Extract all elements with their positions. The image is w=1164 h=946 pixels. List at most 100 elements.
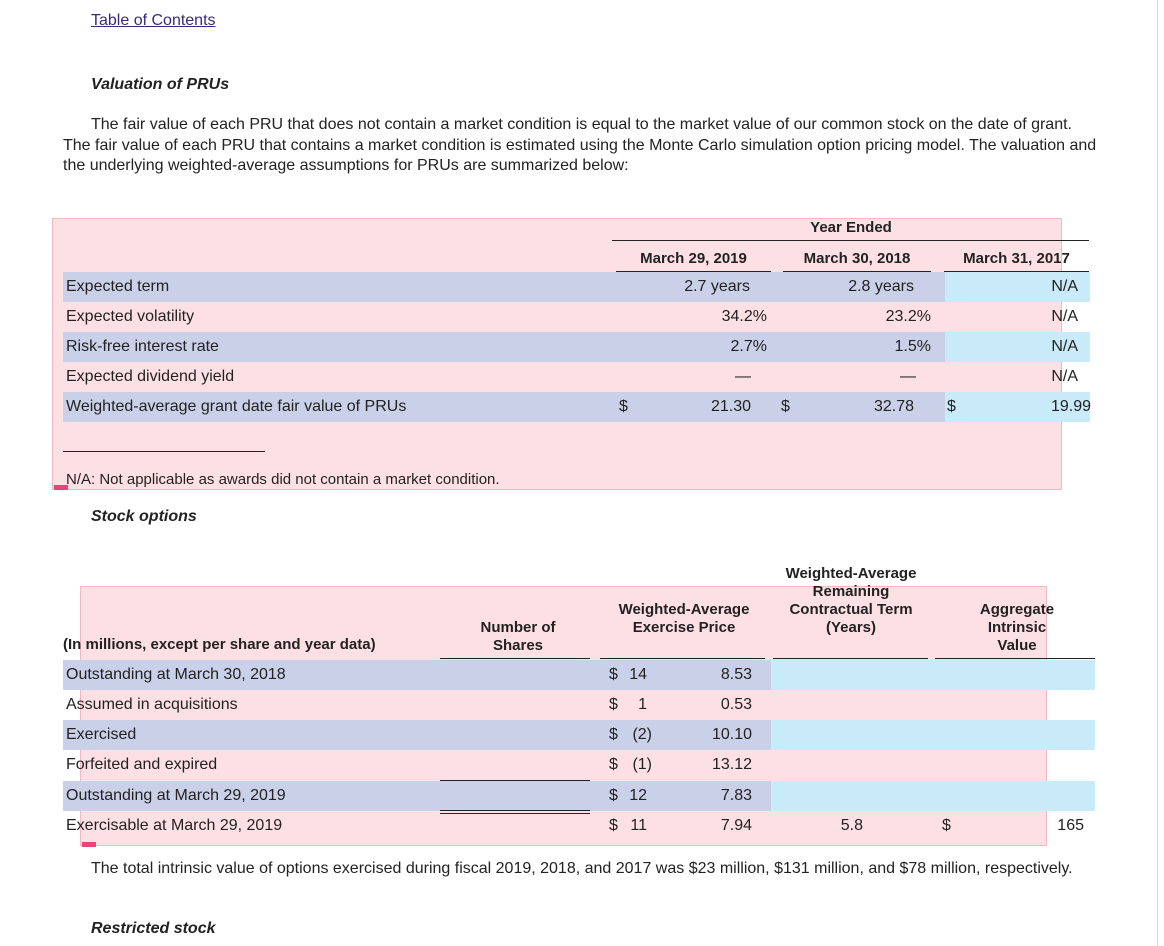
marker-tag — [82, 842, 96, 847]
currency-symbol: $ — [947, 398, 956, 415]
row-label: Outstanding at March 29, 2019 — [66, 787, 286, 804]
table-of-contents-link[interactable]: Table of Contents — [91, 12, 216, 29]
row-label: Assumed in acquisitions — [66, 696, 238, 713]
prus-paragraph-text: The fair value of each PRU that does not… — [63, 116, 1097, 174]
value-2018: 23.2% — [885, 308, 931, 325]
currency-symbol: $ — [609, 666, 618, 683]
header-rule — [440, 658, 590, 659]
shares-value: (2) — [632, 726, 652, 743]
price-value: 7.83 — [720, 787, 752, 804]
price-value: 10.10 — [711, 726, 752, 743]
currency-symbol: $ — [781, 398, 790, 415]
row-label: Forfeited and expired — [66, 756, 218, 773]
col-rule-2017 — [944, 271, 1089, 272]
page-edge — [1157, 0, 1158, 946]
table-row — [63, 720, 771, 750]
options-paragraph: The total intrinsic value of options exe… — [63, 859, 1103, 880]
term-value: 5.8 — [840, 817, 863, 834]
price-value: 13.12 — [711, 756, 752, 773]
table-cell-highlight — [945, 332, 1090, 362]
table-row: Forfeited and expired (1) $ 13.12 — [63, 750, 1093, 780]
table-row — [63, 660, 771, 690]
restricted-stock-heading: Restricted stock — [91, 920, 216, 937]
price-value: 8.53 — [720, 666, 752, 683]
footnote-rule — [63, 451, 265, 452]
col-header-term: Weighted-Average Remaining Contractual T… — [785, 565, 917, 636]
col-header-shares: Number of Shares — [480, 619, 556, 654]
row-label: Expected term — [66, 278, 170, 295]
value-2017: N/A — [1051, 368, 1078, 385]
currency-symbol: $ — [619, 398, 628, 415]
col-header-2018: March 30, 2018 — [803, 250, 911, 267]
currency-symbol: $ — [609, 696, 618, 713]
currency-symbol: $ — [609, 756, 618, 773]
prus-heading: Valuation of PRUs — [91, 76, 230, 93]
table-row — [63, 781, 771, 811]
value-2017: N/A — [1051, 338, 1078, 355]
shares-value: 1 — [638, 696, 647, 713]
footnote: N/A: Not applicable as awards did not co… — [66, 471, 500, 488]
value-2018: 32.78 — [873, 398, 914, 415]
table-cell-highlight — [771, 781, 1095, 811]
shares-value: 11 — [630, 817, 647, 834]
col-rule-2018 — [783, 271, 931, 272]
value-2019: 21.30 — [710, 398, 751, 415]
value-2019: 34.2% — [721, 308, 767, 325]
header-rule — [935, 658, 1095, 659]
value-2018: 1.5% — [894, 338, 931, 355]
header-rule — [600, 658, 765, 659]
value-2018: 2.8 years — [848, 278, 914, 295]
header-rule — [612, 240, 1089, 241]
value-2017: N/A — [1051, 308, 1078, 325]
row-label: Risk-free interest rate — [66, 338, 219, 355]
table-cell-highlight — [771, 720, 1095, 750]
currency-symbol: $ — [609, 817, 618, 834]
table-row: Risk-free interest rate 2.7% 1.5% N/A — [63, 332, 1090, 362]
table-row: Exercisable at March 29, 2019 11 $ 7.94 … — [63, 811, 1093, 841]
table-row — [63, 272, 945, 302]
value-2019: — — [735, 368, 751, 385]
table-row: Exercised (2) $ 10.10 — [63, 720, 1093, 750]
total-rule — [440, 813, 590, 814]
row-label: Exercised — [66, 726, 137, 743]
currency-symbol: $ — [942, 817, 951, 834]
table-row: Assumed in acquisitions 1 $ 0.53 — [63, 690, 1093, 720]
col-header-2017: March 31, 2017 — [963, 250, 1070, 267]
table-cell-highlight — [945, 272, 1090, 302]
shares-value: 12 — [629, 787, 647, 804]
options-header-label: (In millions, except per share and year … — [63, 636, 376, 653]
row-label: Outstanding at March 30, 2018 — [66, 666, 286, 683]
col-header-price: Weighted-Average Exercise Price — [618, 601, 750, 636]
table-row: Outstanding at March 30, 2018 14 $ 8.53 — [63, 660, 1093, 690]
row-label: Expected volatility — [66, 308, 195, 325]
prus-paragraph: The fair value of each PRU that does not… — [63, 115, 1103, 177]
table-cell-highlight — [771, 660, 1095, 690]
table-row: Expected volatility 34.2% 23.2% N/A — [63, 302, 1090, 332]
currency-symbol: $ — [609, 726, 618, 743]
currency-symbol: $ — [609, 787, 618, 804]
value-2017: N/A — [1051, 278, 1078, 295]
row-label: Expected dividend yield — [66, 368, 235, 385]
subtotal-rule — [440, 780, 590, 781]
table-cell-highlight — [945, 392, 1090, 422]
stock-options-heading: Stock options — [91, 508, 197, 525]
table-row: Expected term 2.7 years 2.8 years N/A — [63, 272, 1090, 302]
intrinsic-value: 165 — [1057, 817, 1084, 834]
price-value: 0.53 — [720, 696, 752, 713]
value-2019: 2.7 years — [684, 278, 750, 295]
shares-value: (1) — [632, 756, 652, 773]
table-row — [63, 332, 945, 362]
table-row: Outstanding at March 29, 2019 12 $ 7.83 — [63, 781, 1093, 811]
header-rule — [773, 658, 928, 659]
marker-tag — [54, 485, 68, 490]
value-2017: 19.99 — [1050, 398, 1091, 415]
table-row: Weighted-average grant date fair value o… — [63, 392, 1091, 422]
price-value: 7.94 — [720, 817, 752, 834]
col-header-value: Aggregate Intrinsic Value — [979, 601, 1055, 654]
row-label: Weighted-average grant date fair value o… — [66, 398, 407, 415]
shares-value: 14 — [629, 666, 647, 683]
table-row: Expected dividend yield — — N/A — [63, 362, 1090, 392]
total-rule — [440, 810, 590, 811]
row-label: Exercisable at March 29, 2019 — [66, 817, 283, 834]
value-2019: 2.7% — [730, 338, 767, 355]
